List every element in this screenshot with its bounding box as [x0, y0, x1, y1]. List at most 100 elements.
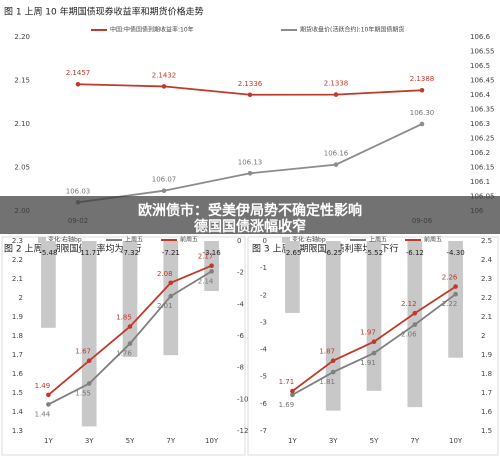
bar — [41, 241, 56, 328]
data-label: 2.08 — [157, 270, 173, 278]
data-label: 1.44 — [35, 410, 51, 418]
x-tick-label: 3Y — [85, 437, 94, 445]
y-tick-label: 1.5 — [481, 427, 492, 435]
data-label: 2.1457 — [66, 69, 91, 77]
legend-label: 中国:中债国债到期收益率:10年 — [110, 26, 194, 34]
point — [412, 322, 418, 327]
legend-swatch — [282, 237, 290, 243]
data-label: 2.06 — [401, 331, 417, 339]
y-tick-label: 1.3 — [12, 427, 23, 435]
y-tick-label: 106.35 — [470, 106, 495, 114]
x-tick-label: 7Y — [410, 437, 419, 445]
data-label: 2.1338 — [324, 80, 349, 88]
data-label: 1.87 — [319, 348, 335, 356]
y-tick-label: 0 — [237, 237, 241, 245]
bar — [285, 241, 300, 313]
y-tick-label: -6 — [260, 400, 268, 408]
point — [161, 188, 167, 193]
legend-swatch — [38, 237, 46, 243]
y-tick-label: 106.2 — [470, 149, 490, 157]
y-tick-label: 1.8 — [12, 332, 23, 340]
y-tick-label: 2.10 — [14, 120, 30, 128]
data-label: 106.07 — [152, 176, 177, 184]
legend-label: 变化:右轴bp — [48, 236, 82, 244]
y-tick-label: 2.05 — [14, 164, 30, 172]
y-tick-label: 2.15 — [14, 77, 30, 85]
y-tick-label: 106.3 — [470, 120, 490, 128]
y-tick-label: 2.5 — [481, 237, 492, 245]
y-tick-label: -8 — [237, 364, 244, 372]
bar — [122, 241, 138, 357]
point — [127, 324, 133, 329]
data-label: 1.55 — [75, 390, 91, 398]
y-tick-label: 2.2 — [481, 294, 492, 302]
y-tick-label: 1.4 — [12, 408, 24, 416]
headline: 德国国债涨幅收窄 — [194, 218, 306, 235]
point — [209, 269, 214, 274]
legend-label: 上周五 — [125, 236, 143, 244]
y-tick-label: 2.20 — [14, 33, 30, 41]
y-tick-label: -2 — [237, 269, 244, 277]
point — [46, 402, 51, 407]
y-tick-label: 2.4 — [481, 256, 493, 264]
x-tick-label: 1Y — [44, 437, 53, 445]
data-label: 1.85 — [116, 314, 132, 322]
data-label: -7.32 — [121, 249, 139, 257]
data-label: 1.49 — [35, 382, 51, 390]
data-label: -4.30 — [447, 249, 465, 257]
point — [419, 87, 425, 93]
data-label: 106.16 — [324, 150, 349, 158]
y-tick-label: 106.15 — [470, 164, 495, 172]
y-tick-label: 2 — [19, 294, 23, 302]
y-tick-label: 106.55 — [470, 48, 495, 56]
point — [333, 162, 339, 167]
data-label: 2.14 — [198, 277, 214, 285]
data-label: 106.03 — [66, 187, 91, 195]
data-label: 1.81 — [319, 378, 335, 386]
y-tick-label: 0 — [263, 237, 267, 245]
y-tick-label: -5 — [260, 373, 267, 381]
data-label: -5.48 — [39, 249, 57, 257]
y-tick-label: -1 — [260, 264, 267, 272]
point — [333, 92, 339, 97]
headline-band — [0, 196, 500, 234]
point — [419, 121, 425, 127]
y-tick-label: -6 — [237, 332, 245, 340]
data-label: -6.25 — [324, 249, 342, 257]
legend-label: 前周五 — [180, 236, 198, 244]
data-label: -6.12 — [406, 249, 424, 257]
y-tick-label: 2.2 — [12, 256, 23, 264]
chart-title: 图 1 上周 10 年期国债现券收益率和期货价格走势 — [4, 6, 204, 18]
point — [168, 293, 174, 299]
point — [161, 84, 167, 89]
bar — [81, 241, 97, 427]
data-label: 106.13 — [238, 158, 263, 166]
point — [453, 291, 458, 297]
point — [75, 81, 81, 87]
y-tick-label: 1.5 — [12, 389, 23, 397]
y-tick-label: -12 — [237, 427, 248, 435]
point — [168, 280, 174, 286]
y-tick-label: 1.6 — [481, 408, 493, 416]
y-tick-label: 2.1 — [481, 313, 492, 321]
panel-border — [1, 236, 246, 456]
point — [290, 392, 295, 398]
panel-border — [247, 236, 499, 456]
legend-label: 期货收盘价(活跃合约):10年期国债期货 — [300, 26, 404, 34]
point — [127, 341, 133, 346]
point — [247, 171, 253, 176]
data-label: -11.71 — [78, 249, 101, 257]
data-label: 2.1432 — [152, 71, 177, 79]
y-tick-label: 106.4 — [470, 91, 491, 99]
data-label: 1.97 — [360, 329, 376, 337]
y-tick-label: 1.7 — [481, 389, 492, 397]
point — [86, 381, 92, 386]
y-tick-label: 106.1 — [470, 178, 490, 186]
data-label: 2.12 — [401, 300, 417, 308]
x-tick-label: 7Y — [166, 437, 175, 445]
y-tick-label: 1.6 — [12, 370, 24, 378]
x-tick-label: 10Y — [449, 437, 463, 445]
y-tick-label: 1.9 — [12, 313, 23, 321]
legend-label: 上周五 — [369, 236, 387, 244]
x-tick-label: 5Y — [126, 437, 135, 445]
